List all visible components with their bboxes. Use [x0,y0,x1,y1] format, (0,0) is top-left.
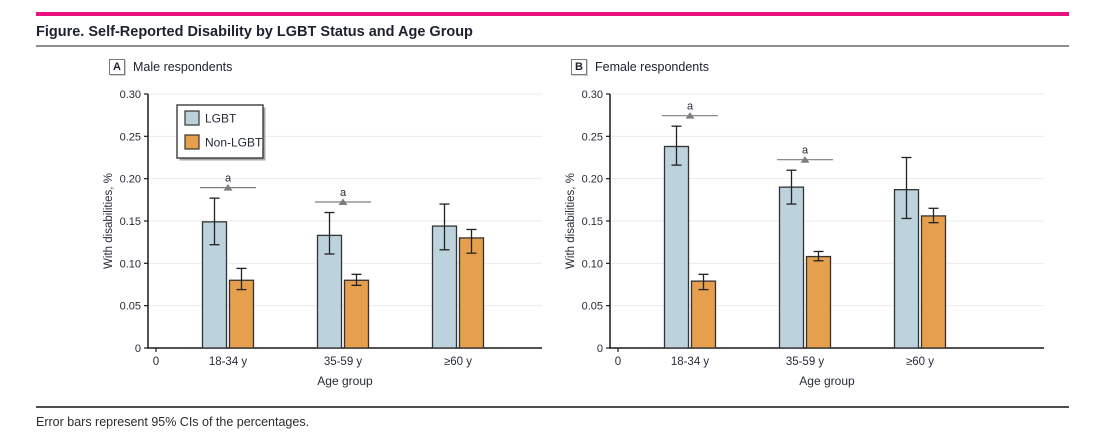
x-origin-label: 0 [615,356,621,368]
panel-b-title: Female respondents [595,60,709,74]
panel-a-badge: A [109,59,125,75]
y-tick-label: 0.30 [582,89,603,101]
legend-swatch-non-lgbt [184,134,200,150]
bar-lgbt [778,186,805,349]
figure-footnote: Error bars represent 95% CIs of the perc… [36,415,310,429]
sig-marker-label: a [225,173,232,185]
panel-male-header: A Male respondents [100,58,550,76]
x-tick-label: 18-34 y [209,356,248,368]
bar-lgbt [201,221,228,349]
sig-marker-label: a [340,187,347,199]
title-divider [36,45,1069,47]
legend-label: Non-LGBT [205,136,263,150]
sig-marker-label: a [687,101,694,113]
bar-lgbt [663,145,690,349]
accent-rule [36,12,1069,16]
y-tick-label: 0 [597,343,603,355]
y-tick-label: 0.15 [582,216,603,228]
y-tick-label: 0.10 [582,258,603,270]
x-tick-label: ≥60 y [444,356,472,368]
chart-male-respondents: 0 0.05 0.10 0.15 0.20 0.25 0.30 0 18-34 y 35-59 y… [103,89,542,388]
y-tick-label: 0.05 [582,301,603,313]
bar-non-lgbt [458,237,485,349]
y-tick-label: 0.20 [582,174,603,186]
panel-b-badge: B [571,59,587,75]
bar-lgbt [431,225,458,349]
x-origin-label: 0 [153,356,159,368]
y-axis-title: With disabilities, % [565,173,577,269]
x-tick-label: 18-34 y [671,356,710,368]
bar-non-lgbt [805,255,832,349]
sig-marker-label: a [802,145,809,157]
x-tick-label: ≥60 y [906,356,934,368]
bar-non-lgbt [343,279,370,349]
panel-female-header: B Female respondents [562,58,1052,76]
y-tick-label: 0.25 [582,131,603,143]
bar-non-lgbt [690,280,717,349]
bar-non-lgbt [228,279,255,349]
y-tick-label: 0.25 [120,131,141,143]
bar-non-lgbt [920,215,947,349]
panel-female: B Female respondents 0 0.05 0.10 0.15 0.20 0.… [562,58,1052,392]
y-tick-label: 0.15 [120,216,141,228]
y-tick-label: 0.20 [120,174,141,186]
sig-marker-triangle [223,184,233,191]
legend-label: LGBT [205,112,237,126]
sig-marker-triangle [685,112,695,119]
x-tick-label: 35-59 y [786,356,825,368]
y-tick-label: 0.30 [120,89,141,101]
chart-female-respondents: 0 0.05 0.10 0.15 0.20 0.25 0.30 0 18-34 y 35-59 y… [565,89,1044,388]
panel-a-title: Male respondents [133,60,233,74]
footer-divider [36,406,1069,408]
legend-swatch-lgbt [184,110,200,126]
x-axis-title: Age group [317,374,373,388]
sig-marker-triangle [338,198,348,206]
panel-male: A Male respondents 0 0.05 0.10 0.15 0.20 0.25… [100,58,550,392]
y-axis-title: With disabilities, % [103,173,115,269]
figure-title: Figure. Self-Reported Disability by LGBT… [36,24,473,40]
x-tick-label: 35-59 y [324,356,363,368]
sig-marker-triangle [800,156,810,163]
y-tick-label: 0 [135,343,141,355]
y-tick-label: 0.05 [120,301,141,313]
y-tick-label: 0.10 [120,258,141,270]
x-axis-title: Age group [799,374,855,388]
